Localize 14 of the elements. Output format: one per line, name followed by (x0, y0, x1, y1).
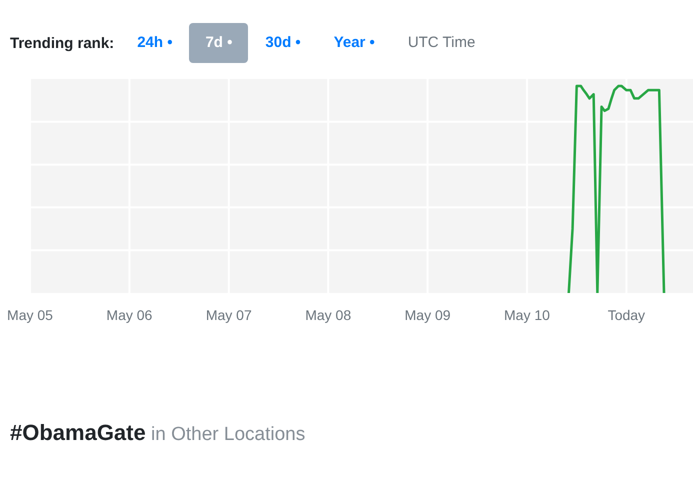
x-tick-label: May 07 (206, 307, 252, 323)
text: #ObamaGate in Other Locations (10, 420, 306, 445)
selected-button: 7d • (189, 23, 248, 63)
text: 24h • (136, 33, 174, 53)
x-tick-label: May 06 (106, 307, 153, 323)
x-tick-label: May 09 (404, 307, 451, 323)
x-tick-label: May 08 (305, 307, 352, 323)
x-tick-label: Today (608, 307, 646, 323)
text: UTC Time (406, 33, 476, 53)
chart-title: Trending rank: (10, 34, 114, 52)
x-tick-label: May 05 (7, 307, 54, 323)
text: Year • (332, 33, 376, 53)
text: 30d • (264, 33, 302, 53)
x-tick-label: May 10 (504, 307, 550, 323)
